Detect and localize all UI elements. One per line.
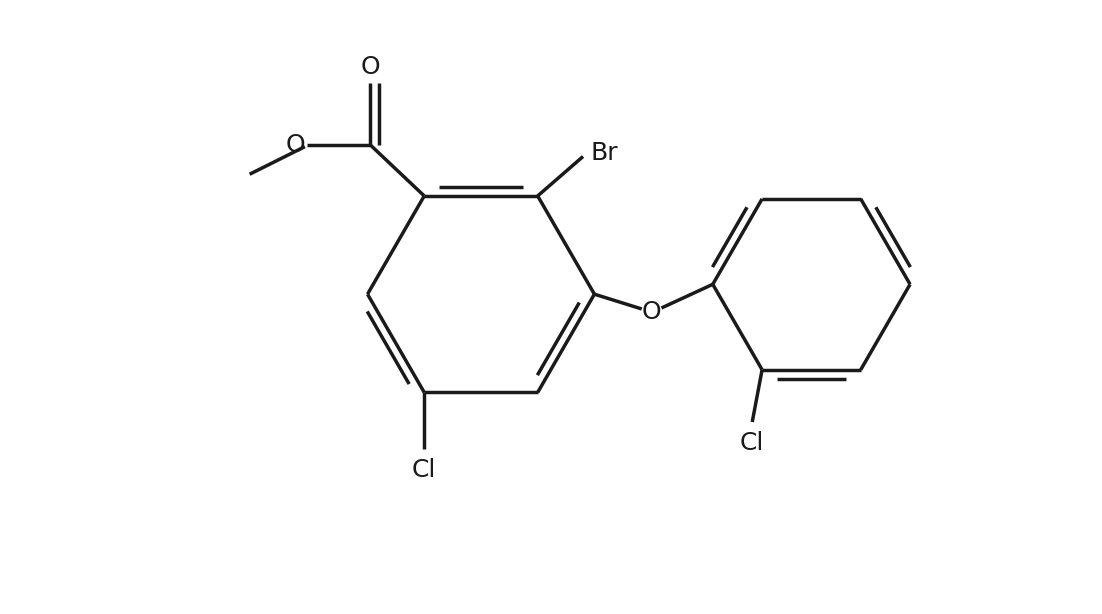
Text: O: O xyxy=(285,133,305,157)
Text: Cl: Cl xyxy=(412,457,436,481)
Text: O: O xyxy=(641,300,661,324)
Text: O: O xyxy=(360,55,380,79)
Text: Cl: Cl xyxy=(741,431,765,455)
Text: Br: Br xyxy=(591,141,618,165)
